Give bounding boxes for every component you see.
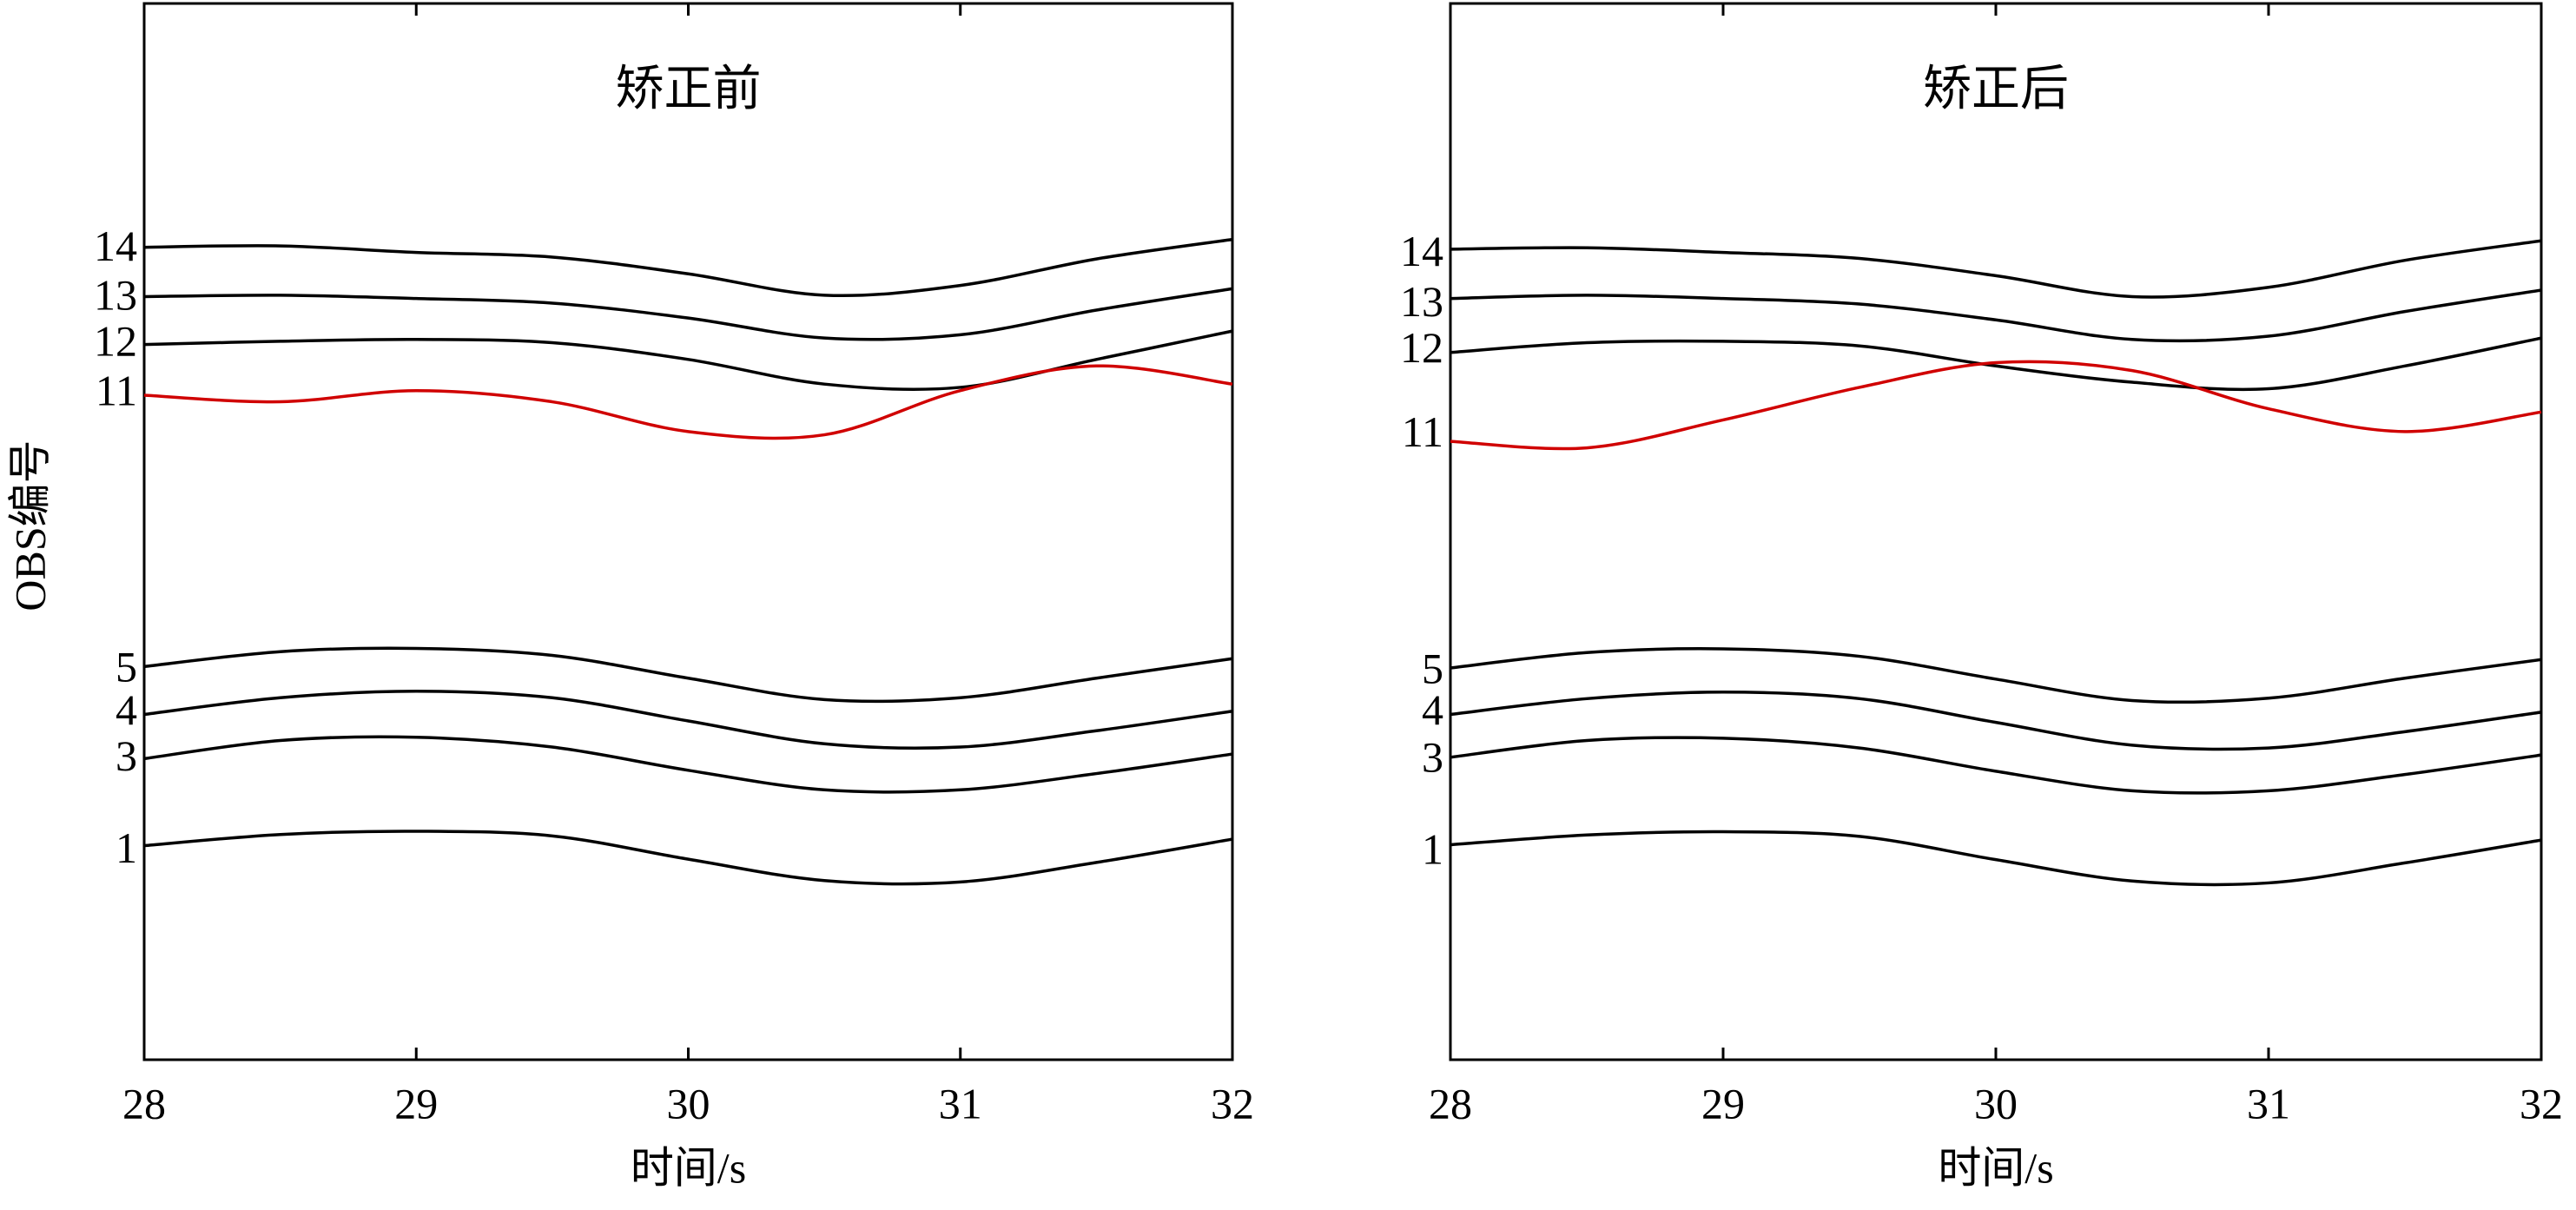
trace: [143, 646, 1233, 704]
y-tick-label: 5: [1422, 644, 1443, 692]
y-tick-label: 4: [116, 685, 137, 734]
y-tick-label: 11: [96, 367, 137, 415]
x-tick-label: 30: [667, 1079, 710, 1127]
y-tick-label: 14: [94, 222, 137, 270]
trace: [143, 287, 1233, 341]
trace: [143, 830, 1233, 886]
chart-title: 矫正前: [616, 63, 762, 116]
trace: [1450, 736, 2542, 795]
trace: [1450, 336, 2542, 392]
y-tick-label: 4: [1422, 685, 1443, 734]
trace: [1450, 239, 2542, 299]
x-tick-label: 28: [122, 1079, 166, 1127]
x-axis-label: 时间/s: [631, 1143, 746, 1192]
y-tick-label: 1: [1422, 825, 1443, 874]
x-tick-label: 28: [1429, 1079, 1472, 1127]
trace: [1450, 288, 2542, 343]
trace: [143, 364, 1233, 440]
trace: [143, 735, 1233, 794]
y-tick-label: 5: [116, 643, 137, 691]
plot-frame: [1449, 2, 2543, 1061]
y-tick-label: 12: [94, 317, 137, 366]
x-tick-label: 31: [939, 1079, 982, 1127]
y-tick-label: 13: [94, 271, 137, 320]
y-tick-label: 11: [1402, 407, 1443, 456]
y-axis-label: OBS编号: [5, 440, 54, 611]
x-axis-label: 时间/s: [1938, 1143, 2053, 1192]
x-tick-label: 29: [1701, 1079, 1745, 1127]
trace: [1450, 691, 2542, 751]
trace: [1450, 647, 2542, 704]
trace: [143, 237, 1233, 298]
y-tick-label: 3: [116, 731, 137, 780]
chart-title: 矫正后: [1923, 63, 2069, 116]
trace: [143, 689, 1233, 750]
y-tick-label: 14: [1400, 227, 1443, 275]
x-tick-label: 32: [1211, 1079, 1254, 1127]
trace: [143, 329, 1233, 391]
trace: [1450, 360, 2542, 451]
x-tick-label: 32: [2520, 1079, 2563, 1127]
x-tick-label: 31: [2247, 1079, 2290, 1127]
y-tick-label: 3: [1422, 733, 1443, 782]
plot-frame: [142, 2, 1234, 1061]
y-tick-label: 13: [1400, 277, 1443, 326]
y-tick-label: 12: [1400, 323, 1443, 372]
trace: [1450, 830, 2542, 887]
x-tick-label: 29: [394, 1079, 438, 1127]
y-tick-label: 1: [116, 823, 137, 872]
x-tick-label: 30: [1974, 1079, 2018, 1127]
